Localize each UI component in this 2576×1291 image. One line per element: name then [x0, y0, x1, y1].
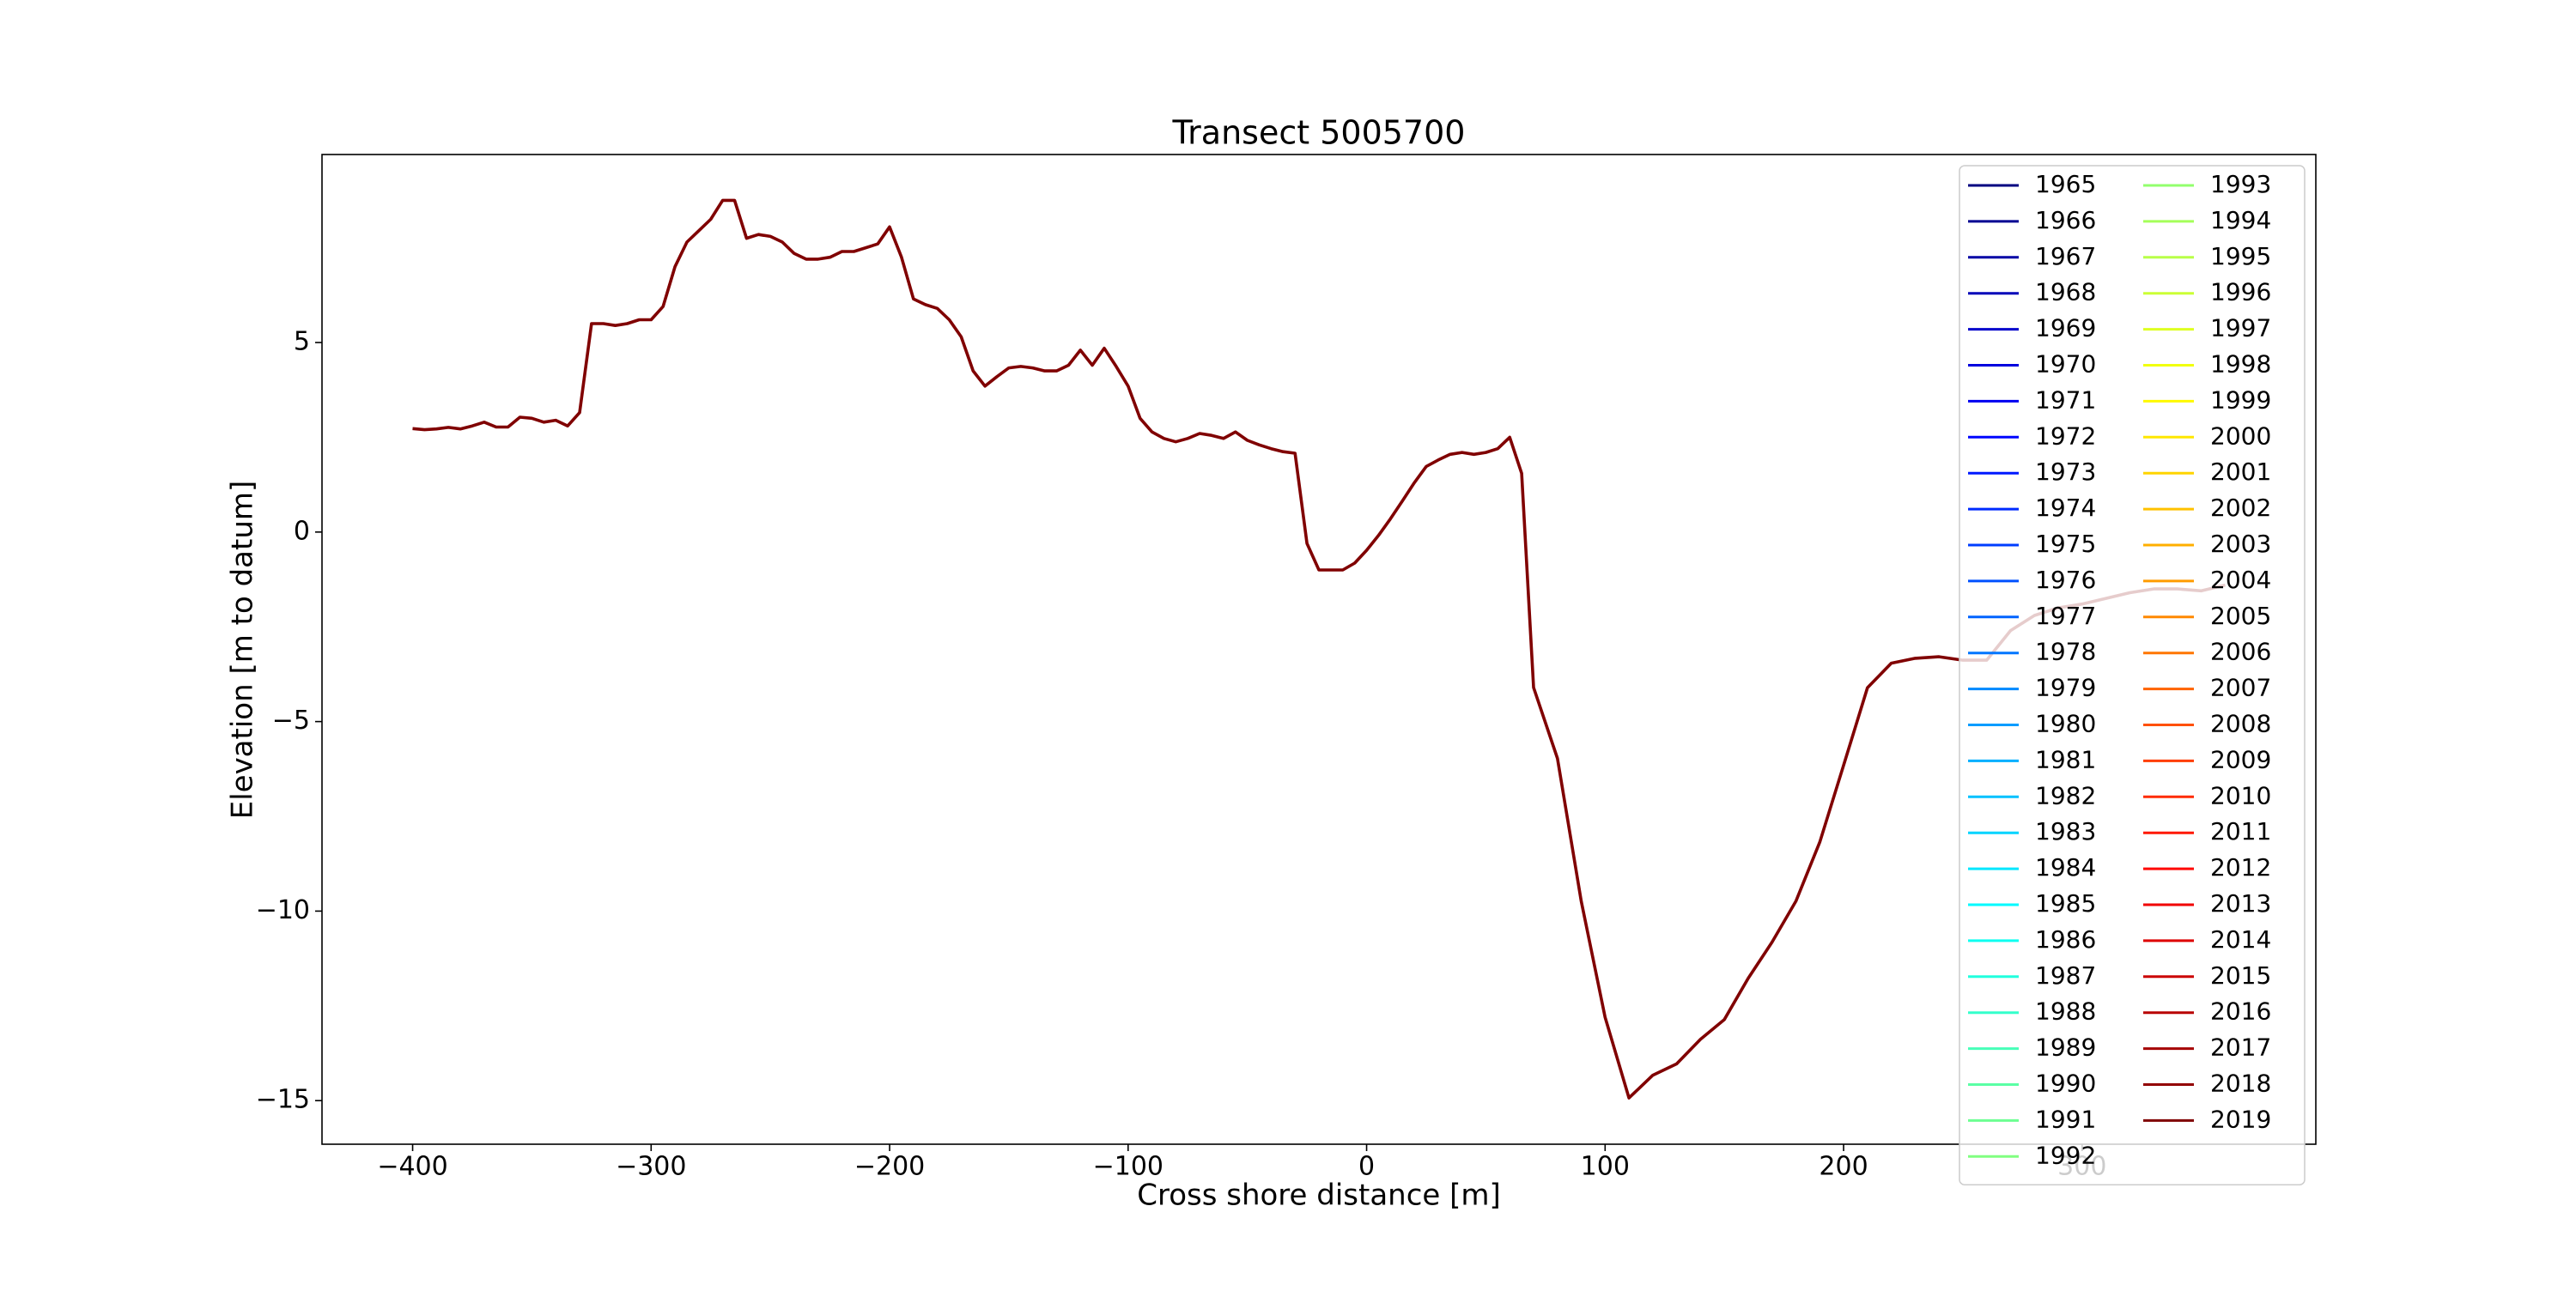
legend-label: 2003 — [2210, 530, 2271, 558]
x-tick-label: −200 — [854, 1152, 925, 1182]
y-tick-label: −5 — [272, 706, 310, 736]
legend-label: 1988 — [2035, 997, 2096, 1026]
x-tick-label: −400 — [377, 1152, 447, 1182]
legend-label: 2015 — [2210, 961, 2271, 990]
legend-label: 1986 — [2035, 925, 2096, 954]
legend-label: 2001 — [2210, 458, 2271, 486]
legend-label: 1994 — [2210, 206, 2271, 234]
legend-label: 1979 — [2035, 674, 2096, 702]
legend-label: 2011 — [2210, 817, 2271, 846]
legend-label: 1973 — [2035, 458, 2096, 486]
legend-label: 2016 — [2210, 997, 2271, 1026]
legend-label: 1970 — [2035, 350, 2096, 379]
legend-label: 1971 — [2035, 385, 2096, 414]
legend-label: 2002 — [2210, 494, 2271, 522]
x-tick-label: −300 — [616, 1152, 686, 1182]
legend-label: 1993 — [2210, 170, 2271, 198]
data-line — [412, 198, 2226, 1100]
legend-label: 1974 — [2035, 494, 2096, 522]
chart-title: Transect 5005700 — [1172, 114, 1466, 152]
legend-label: 1965 — [2035, 170, 2096, 198]
legend-label: 1981 — [2035, 745, 2096, 773]
legend-label: 1995 — [2210, 242, 2271, 270]
x-tick-label: −100 — [1093, 1152, 1163, 1182]
legend-label: 1966 — [2035, 206, 2096, 234]
legend-label: 2017 — [2210, 1033, 2271, 1062]
y-tick-label: −10 — [256, 895, 310, 925]
legend-label: 1978 — [2035, 638, 2096, 666]
legend-label: 1992 — [2035, 1141, 2096, 1169]
legend-label: 2007 — [2210, 674, 2271, 702]
legend-label: 1996 — [2210, 278, 2271, 306]
y-tick-label: 5 — [294, 327, 310, 357]
legend-label: 2018 — [2210, 1070, 2271, 1098]
y-axis-label: Elevation [m to datum] — [226, 481, 260, 820]
legend-label: 2006 — [2210, 638, 2271, 666]
legend-label: 2014 — [2210, 925, 2271, 954]
legend-label: 1976 — [2035, 566, 2096, 594]
legend-label: 1999 — [2210, 385, 2271, 414]
legend-label: 1969 — [2035, 314, 2096, 342]
legend-label: 1983 — [2035, 817, 2096, 846]
legend-label: 2000 — [2210, 421, 2271, 450]
legend-label: 1987 — [2035, 961, 2096, 990]
plot-frame — [321, 154, 2317, 1145]
legend-label: 2009 — [2210, 745, 2271, 773]
legend-label: 2013 — [2210, 889, 2271, 918]
x-tick-label: 100 — [1581, 1152, 1630, 1182]
x-tick-label: 0 — [1358, 1152, 1375, 1182]
legend-label: 1989 — [2035, 1033, 2096, 1062]
legend-label: 1984 — [2035, 853, 2096, 882]
legend-label: 2004 — [2210, 566, 2271, 594]
legend-label: 1967 — [2035, 242, 2096, 270]
legend-label: 1990 — [2035, 1070, 2096, 1098]
legend-label: 2005 — [2210, 602, 2271, 630]
x-tick-label: 200 — [1819, 1152, 1868, 1182]
legend-label: 1968 — [2035, 278, 2096, 306]
legend-label: 1997 — [2210, 314, 2271, 342]
legend-label: 2008 — [2210, 710, 2271, 738]
legend-label: 1998 — [2210, 350, 2271, 379]
legend-label: 2010 — [2210, 781, 2271, 809]
legend-label: 1975 — [2035, 530, 2096, 558]
x-axis-label: Cross shore distance [m] — [1137, 1179, 1501, 1213]
legend-label: 1985 — [2035, 889, 2096, 918]
y-tick-label: 0 — [294, 516, 310, 546]
legend-label: 1977 — [2035, 602, 2096, 630]
legend-label: 1972 — [2035, 421, 2096, 450]
y-tick-label: −15 — [256, 1085, 310, 1115]
legend-label: 1980 — [2035, 710, 2096, 738]
legend-label: 1991 — [2035, 1105, 2096, 1133]
legend-label: 1982 — [2035, 781, 2096, 809]
legend-label: 2019 — [2210, 1105, 2271, 1133]
legend-label: 2012 — [2210, 853, 2271, 882]
legend-box — [1959, 165, 2306, 1185]
